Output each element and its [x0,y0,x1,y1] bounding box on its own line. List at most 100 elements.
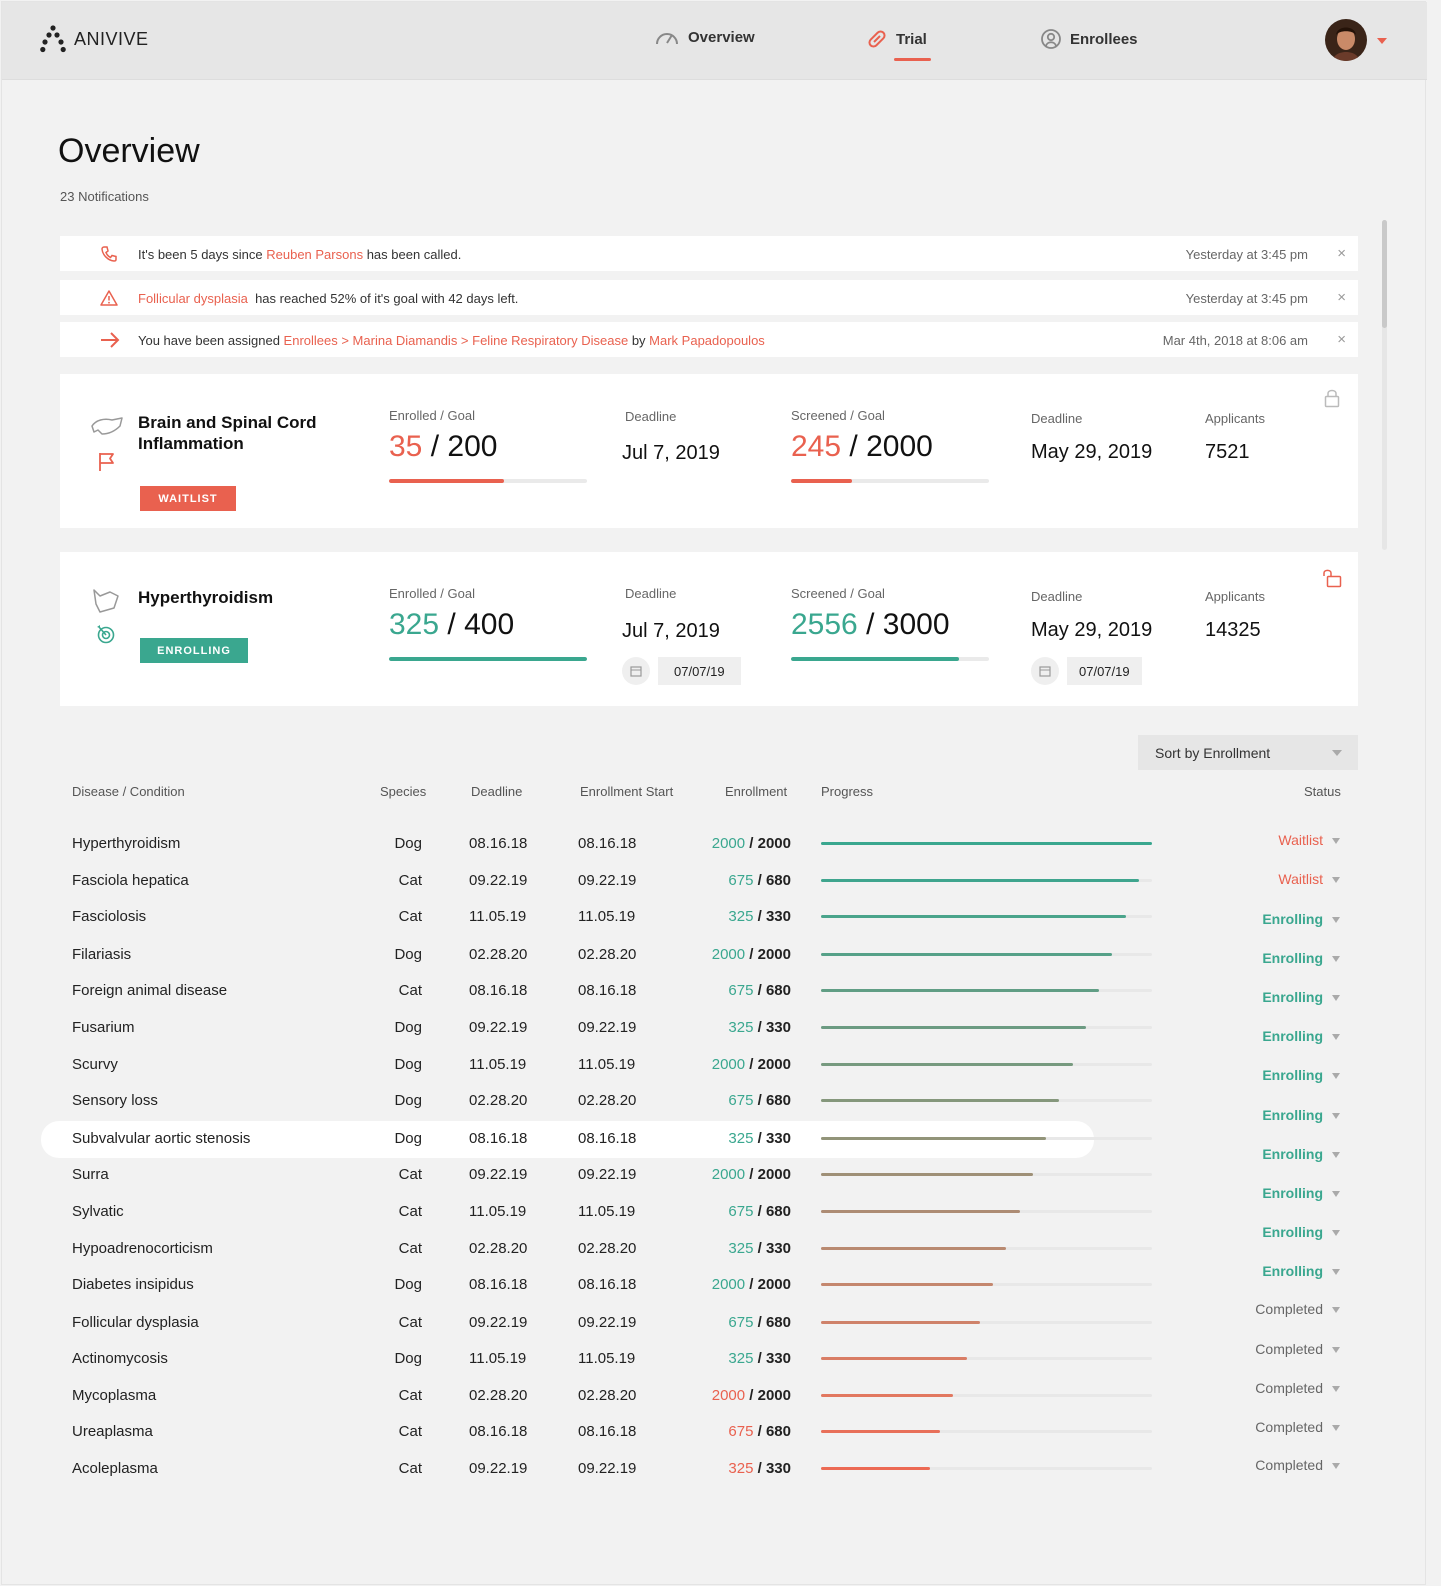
cell-disease: Sylvatic [72,1203,124,1220]
table-row[interactable]: Surra Cat 09.22.19 09.22.19 2000 / 2000 [2,1158,1427,1195]
dismiss-notification-close-icon[interactable]: × [1337,245,1346,262]
user-avatar[interactable] [1325,19,1367,61]
cell-deadline: 08.16.18 [469,1130,528,1147]
column-header-enrollment-start[interactable]: Enrollment Start [580,784,674,799]
chevron-down-icon [1332,750,1342,756]
table-row[interactable]: Fusarium Dog 09.22.19 09.22.19 325 / 330 [2,1011,1427,1048]
table-row[interactable]: Subvalvular aortic stenosis Dog 08.16.18 08… [2,1122,1427,1159]
notification-link-path[interactable]: Enrollees > Marina Diamandis > Feline Re… [283,333,629,348]
status-dropdown[interactable]: Enrolling [1202,1028,1347,1048]
screened-count: 2556 [791,608,858,641]
status-dropdown[interactable]: Waitlist [1202,871,1347,891]
deadline-label: Deadline [1031,411,1083,426]
notifications-scrollbar[interactable] [1382,220,1387,550]
status-dropdown[interactable]: Enrolling [1202,1263,1347,1283]
column-header-disease[interactable]: Disease / Condition [72,784,185,799]
deadline-date-picker[interactable]: 07/07/19 [1031,657,1142,685]
cell-progress-bar [821,1247,1152,1250]
notification-link-person[interactable]: Reuben Parsons [266,247,364,262]
column-header-enrollment[interactable]: Enrollment [725,784,788,799]
status-label: Enrolling [1262,1107,1323,1123]
status-dropdown[interactable]: Completed [1202,1457,1347,1477]
status-dropdown[interactable]: Completed [1202,1419,1347,1439]
deadline-value: Jul 7, 2019 [622,620,720,642]
status-dropdown[interactable]: Enrolling [1202,950,1347,970]
calendar-icon[interactable] [622,657,650,685]
trial-card[interactable]: Brain and Spinal Cord Inflammation WAITL… [60,374,1358,528]
status-label: Enrolling [1262,1185,1323,1201]
deadline-date-input[interactable]: 07/07/19 [1067,657,1142,685]
enrolled-progress-fill [389,657,587,661]
table-row[interactable]: Hyperthyroidism Dog 08.16.18 08.16.18 2000 /… [2,827,1427,864]
avatar-dropdown-caret-icon[interactable] [1377,38,1387,44]
cell-progress-bar [821,989,1152,992]
cell-deadline: 11.05.19 [469,908,527,925]
column-header-progress[interactable]: Progress [821,784,874,799]
sort-dropdown[interactable]: Sort by Enrollment [1138,735,1358,770]
trial-card[interactable]: Hyperthyroidism ENROLLING Enrolled / Goa… [60,552,1358,706]
nav-overview[interactable]: Overview [654,28,755,46]
cell-species: Cat [398,1203,422,1220]
table-row[interactable]: Ureaplasma Cat 08.16.18 08.16.18 675 / 680 [2,1415,1427,1452]
status-dropdown[interactable]: Completed [1202,1341,1347,1361]
cell-enrollment: 325 / 330 [728,1460,791,1477]
table-row[interactable]: Mycoplasma Cat 02.28.20 02.28.20 2000 / 2000 [2,1379,1427,1416]
notification-link-person[interactable]: Mark Papadopoulos [649,333,765,348]
brand-logo[interactable]: ANIVIVE [40,24,149,54]
column-header-status[interactable]: Status [1304,784,1341,799]
cell-deadline: 08.16.18 [469,1423,528,1440]
status-dropdown[interactable]: Enrolling [1202,1185,1347,1205]
status-dropdown[interactable]: Enrolling [1202,911,1347,931]
scrollbar-thumb[interactable] [1382,220,1387,328]
deadline-date-input[interactable]: 07/07/19 [658,657,741,685]
cell-deadline: 02.28.20 [469,1387,528,1404]
table-row[interactable]: Diabetes insipidus Dog 08.16.18 08.16.18 200… [2,1268,1427,1305]
enrollment-goal: 2000 [757,835,791,852]
notification-link-disease[interactable]: Follicular dysplasia [138,291,248,306]
table-row[interactable]: Fasciola hepatica Cat 09.22.19 09.22.19 675 … [2,864,1427,901]
status-dropdown[interactable]: Enrolling [1202,989,1347,1009]
cell-progress-bar [821,879,1152,882]
table-row[interactable]: Acoleplasma Cat 09.22.19 09.22.19 325 / 330 [2,1452,1427,1489]
table-row[interactable]: Hypoadrenocorticism Cat 02.28.20 02.28.20 32… [2,1232,1427,1269]
status-label: Enrolling [1262,1146,1323,1162]
cell-deadline: 08.16.18 [469,982,528,999]
nav-enrollees[interactable]: Enrollees [1040,28,1138,50]
table-row[interactable]: Fasciolosis Cat 11.05.19 11.05.19 325 / 330 [2,900,1427,937]
table-row[interactable]: Actinomycosis Dog 11.05.19 11.05.19 325 / 33… [2,1342,1427,1379]
table-row[interactable]: Foreign animal disease Cat 08.16.18 08.16.1… [2,974,1427,1011]
deadline-value: Jul 7, 2019 [622,442,720,464]
table-row[interactable]: Filariasis Dog 02.28.20 02.28.20 2000 / 2000 [2,938,1427,975]
notification-item[interactable]: Follicular dysplasia has reached 52% of … [60,280,1358,315]
cell-progress-bar [821,1137,1152,1140]
notification-item[interactable]: You have been assigned Enrollees > Marin… [60,322,1358,357]
nav-trial-label: Trial [896,30,927,48]
cell-species: Cat [398,982,422,999]
status-dropdown[interactable]: Completed [1202,1301,1347,1321]
table-row[interactable]: Sensory loss Dog 02.28.20 02.28.20 675 / 680 [2,1084,1427,1121]
status-dropdown[interactable]: Enrolling [1202,1224,1347,1244]
enrolled-count: 325 [389,608,440,641]
enrollment-goal: 680 [765,1314,791,1331]
lock-icon[interactable] [1324,388,1340,408]
status-dropdown[interactable]: Enrolling [1202,1067,1347,1087]
calendar-icon[interactable] [1031,657,1059,685]
column-header-deadline[interactable]: Deadline [471,784,523,799]
table-row[interactable]: Scurvy Dog 11.05.19 11.05.19 2000 / 2000 [2,1048,1427,1085]
cell-disease: Foreign animal disease [72,982,228,999]
status-dropdown[interactable]: Enrolling [1202,1107,1347,1127]
unlock-icon[interactable] [1322,568,1342,588]
column-header-species[interactable]: Species [380,784,427,799]
table-row[interactable]: Follicular dysplasia Cat 09.22.19 09.22.19 6… [2,1306,1427,1343]
status-dropdown[interactable]: Completed [1202,1380,1347,1400]
notification-item[interactable]: It's been 5 days since Reuben Parsons ha… [60,236,1358,271]
dismiss-notification-close-icon[interactable]: × [1337,331,1346,348]
deadline-date-picker[interactable]: 07/07/19 [622,657,741,685]
table-row[interactable]: Sylvatic Cat 11.05.19 11.05.19 675 / 680 [2,1195,1427,1232]
dismiss-notification-close-icon[interactable]: × [1337,289,1346,306]
status-dropdown[interactable]: Waitlist [1202,832,1347,852]
status-dropdown[interactable]: Enrolling [1202,1146,1347,1166]
screened-goal-value: 245 / 2000 [791,430,933,463]
nav-trial[interactable]: Trial [866,28,927,50]
screened-goal: 2000 [866,430,933,463]
